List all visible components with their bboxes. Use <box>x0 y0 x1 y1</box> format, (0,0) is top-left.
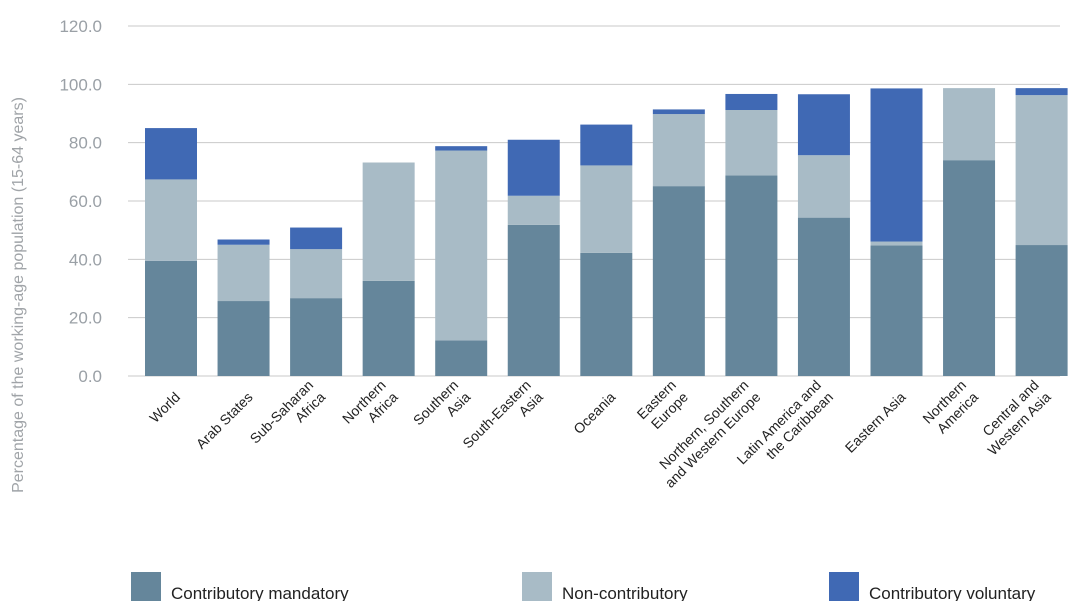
bar-segment-contributory-mandatory <box>797 217 850 376</box>
bar-segment-non-contributory <box>507 195 560 225</box>
bar-segment-contributory-mandatory <box>652 186 705 376</box>
y-tick-label: 80.0 <box>69 134 102 153</box>
bar-segment-non-contributory <box>652 114 705 187</box>
x-category-label-line: Eastern Asia <box>842 389 909 456</box>
x-category-label: World <box>146 389 183 426</box>
bar-stack <box>145 128 197 376</box>
bars-layer <box>145 88 1068 376</box>
legend-label: Non-contributory <box>562 584 688 601</box>
x-category-label: NorthernAfrica <box>339 377 401 439</box>
bar-segment-contributory-voluntary <box>870 88 923 242</box>
bar-segment-contributory-mandatory <box>435 340 488 376</box>
bar-segment-non-contributory <box>435 150 488 341</box>
y-tick-label: 40.0 <box>69 250 102 269</box>
bar-segment-contributory-voluntary <box>290 227 343 250</box>
x-category-label: Arab States <box>193 389 256 452</box>
bar-segment-contributory-voluntary <box>217 239 270 245</box>
x-category-label-line: Arab States <box>193 389 256 452</box>
bar-segment-contributory-mandatory <box>217 301 270 376</box>
bar-segment-contributory-mandatory <box>870 245 923 376</box>
legend-item: Contributory mandatory <box>131 572 349 601</box>
bar-segment-contributory-voluntary <box>580 124 633 166</box>
bar-segment-contributory-voluntary <box>435 146 488 151</box>
bar-segment-non-contributory <box>217 244 270 302</box>
bar-segment-contributory-mandatory <box>943 160 996 376</box>
y-tick-labels: 0.0 20.0 40.0 60.0 80.0 100.0 120.0 <box>59 17 102 386</box>
legend-item: Contributory voluntary <box>829 572 1036 601</box>
y-tick-label: 0.0 <box>78 367 102 386</box>
bar-segment-non-contributory <box>580 165 633 253</box>
bar-segment-non-contributory <box>145 179 197 261</box>
bar-stack <box>580 124 633 376</box>
y-axis-label: Percentage of the working-age population… <box>10 97 27 493</box>
legend-swatch <box>131 572 161 601</box>
bar-segment-contributory-voluntary <box>1015 88 1068 96</box>
x-category-label: Sub-SaharanAfrica <box>247 377 329 459</box>
legend: Contributory mandatory Non-contributory Co… <box>131 572 1036 601</box>
bar-segment-non-contributory <box>797 155 850 218</box>
bar-segment-contributory-mandatory <box>507 224 560 376</box>
x-category-label-line: World <box>146 389 183 426</box>
bar-segment-non-contributory <box>290 249 343 299</box>
y-tick-label: 120.0 <box>59 17 102 36</box>
bar-segment-non-contributory <box>870 241 923 246</box>
bar-stack <box>652 109 705 376</box>
bar-stack <box>217 239 270 376</box>
bar-stack <box>870 88 923 376</box>
y-tick-label: 20.0 <box>69 309 102 328</box>
bar-stack <box>290 227 343 376</box>
bar-stack <box>943 88 996 376</box>
bar-segment-contributory-mandatory <box>580 252 633 376</box>
bar-segment-contributory-voluntary <box>725 93 778 110</box>
bar-segment-contributory-mandatory <box>725 175 778 376</box>
x-category-label: Oceania <box>570 389 618 437</box>
bar-stack <box>725 93 778 376</box>
y-tick-label: 100.0 <box>59 75 102 94</box>
x-category-label: SouthernAsia <box>410 377 474 441</box>
x-category-label: Eastern Asia <box>842 389 909 456</box>
bar-segment-contributory-mandatory <box>145 260 197 376</box>
x-category-label: South-EasternAsia <box>459 377 546 464</box>
bar-segment-contributory-mandatory <box>290 298 343 376</box>
bar-segment-contributory-voluntary <box>652 109 705 115</box>
bar-stack <box>362 162 415 376</box>
legend-swatch <box>829 572 859 601</box>
legend-label: Contributory mandatory <box>171 584 349 601</box>
bar-stack <box>797 94 850 376</box>
legend-swatch <box>522 572 552 601</box>
bar-segment-contributory-voluntary <box>507 139 560 196</box>
bar-segment-non-contributory <box>943 88 996 161</box>
bar-segment-contributory-mandatory <box>1015 245 1068 376</box>
legend-item: Non-contributory <box>522 572 688 601</box>
legend-label: Contributory voluntary <box>869 584 1036 601</box>
x-category-label: EasternEurope <box>634 377 692 435</box>
bar-segment-contributory-voluntary <box>797 94 850 156</box>
bar-segment-non-contributory <box>725 110 778 176</box>
bar-stack <box>435 146 488 376</box>
bar-segment-non-contributory <box>1015 95 1068 246</box>
y-tick-label: 60.0 <box>69 192 102 211</box>
bar-segment-non-contributory <box>362 162 415 281</box>
x-category-label: NorthernAmerica <box>919 377 981 439</box>
bar-segment-contributory-voluntary <box>145 128 197 180</box>
x-category-label: Central andWestern Asia <box>972 377 1054 459</box>
x-category-label-line: Oceania <box>570 389 618 437</box>
bar-stack <box>507 139 560 376</box>
bar-segment-contributory-mandatory <box>362 280 415 376</box>
bar-stack <box>1015 88 1068 376</box>
